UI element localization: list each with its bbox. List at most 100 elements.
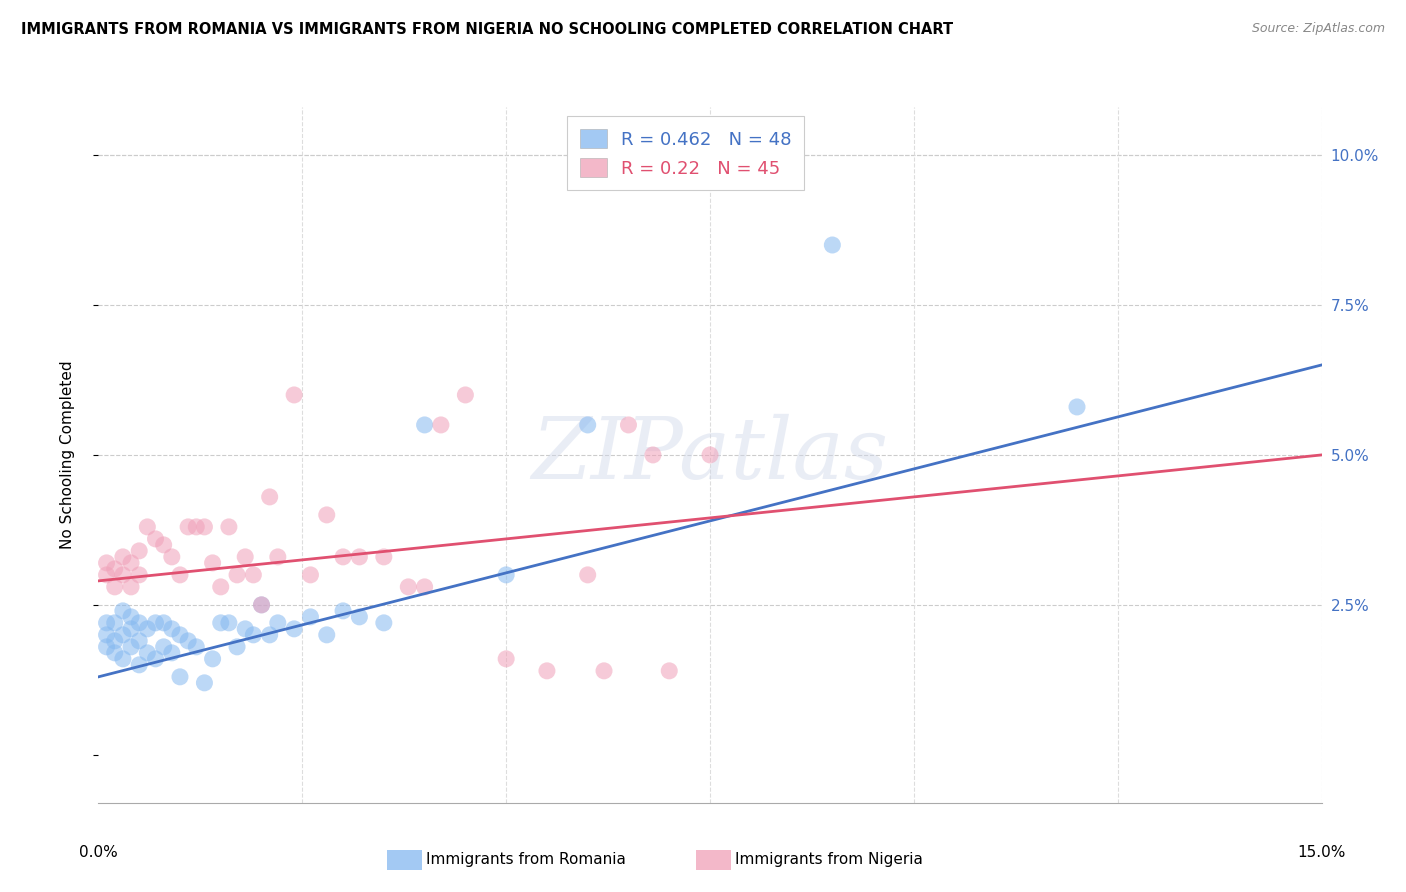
Point [299,567,322,582]
Point [145,532,167,546]
Point [104,646,127,660]
Point [593,664,616,678]
Point [413,417,436,432]
Point [617,417,640,432]
Point [259,628,281,642]
Point [128,544,150,558]
Point [332,604,354,618]
Text: IMMIGRANTS FROM ROMANIA VS IMMIGRANTS FROM NIGERIA NO SCHOOLING COMPLETED CORREL: IMMIGRANTS FROM ROMANIA VS IMMIGRANTS FR… [21,22,953,37]
Point [111,604,134,618]
Point [120,580,142,594]
Point [136,622,159,636]
Point [373,615,395,630]
Point [145,615,167,630]
Text: Source: ZipAtlas.com: Source: ZipAtlas.com [1251,22,1385,36]
Point [315,508,337,522]
Point [96,615,118,630]
Point [242,628,264,642]
Text: ZIPatlas: ZIPatlas [531,414,889,496]
Point [186,640,208,654]
Point [177,633,200,648]
Point [1066,400,1088,414]
Point [495,652,517,666]
Point [120,640,142,654]
Point [136,520,159,534]
Point [104,615,127,630]
Point [169,670,191,684]
Point [160,549,183,564]
Point [160,622,183,636]
Point [104,562,127,576]
Point [111,549,134,564]
Point [242,567,264,582]
Point [96,628,118,642]
Point [201,556,224,570]
Point [152,538,174,552]
Text: Immigrants from Nigeria: Immigrants from Nigeria [735,853,924,867]
Point [250,598,273,612]
Point [152,640,174,654]
Point [152,615,174,630]
Point [233,549,256,564]
Point [218,615,240,630]
Point [193,520,215,534]
Point [821,238,844,252]
Point [177,520,200,534]
Point [136,646,159,660]
Point [128,657,150,672]
Point [283,622,305,636]
Point [111,652,134,666]
Point [186,520,208,534]
Point [209,615,232,630]
Point [315,628,337,642]
Point [267,615,290,630]
Point [169,628,191,642]
Point [454,388,477,402]
Text: Immigrants from Romania: Immigrants from Romania [426,853,626,867]
Point [96,567,118,582]
Point [226,640,249,654]
Point [160,646,183,660]
Point [536,664,558,678]
Point [226,567,249,582]
Point [120,622,142,636]
Point [430,417,453,432]
Point [111,628,134,642]
Point [373,549,395,564]
Point [349,549,371,564]
Point [299,610,322,624]
Point [495,567,517,582]
Point [283,388,305,402]
Point [169,567,191,582]
Point [145,652,167,666]
Point [111,567,134,582]
Point [413,580,436,594]
Point [218,520,240,534]
Point [349,610,371,624]
Point [267,549,290,564]
Y-axis label: No Schooling Completed: No Schooling Completed [60,360,75,549]
Text: 0.0%: 0.0% [79,845,118,860]
Point [233,622,256,636]
Point [396,580,419,594]
Point [658,664,681,678]
Point [250,598,273,612]
Point [104,633,127,648]
Point [332,549,354,564]
Point [576,567,599,582]
Point [576,417,599,432]
Point [104,580,127,594]
Point [641,448,664,462]
Point [120,556,142,570]
Legend: R = 0.462   N = 48, R = 0.22   N = 45: R = 0.462 N = 48, R = 0.22 N = 45 [567,116,804,190]
Point [209,580,232,594]
Point [96,640,118,654]
Point [120,610,142,624]
Point [201,652,224,666]
Point [96,556,118,570]
Point [259,490,281,504]
Point [699,448,721,462]
Point [193,676,215,690]
Text: 15.0%: 15.0% [1298,845,1346,860]
Point [128,633,150,648]
